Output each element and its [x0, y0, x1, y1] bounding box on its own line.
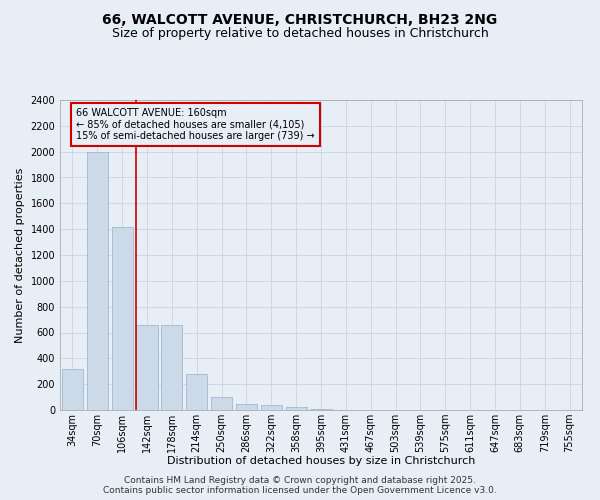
Text: 66 WALCOTT AVENUE: 160sqm
← 85% of detached houses are smaller (4,105)
15% of se: 66 WALCOTT AVENUE: 160sqm ← 85% of detac… [76, 108, 315, 141]
Bar [112, 226, 133, 410]
X-axis label: Distribution of detached houses by size in Christchurch: Distribution of detached houses by size … [167, 456, 475, 466]
Bar [161, 325, 182, 410]
Bar [136, 325, 158, 410]
Bar [62, 368, 83, 410]
Text: 66, WALCOTT AVENUE, CHRISTCHURCH, BH23 2NG: 66, WALCOTT AVENUE, CHRISTCHURCH, BH23 2… [103, 12, 497, 26]
Y-axis label: Number of detached properties: Number of detached properties [15, 168, 25, 342]
Text: Size of property relative to detached houses in Christchurch: Size of property relative to detached ho… [112, 28, 488, 40]
Bar [286, 408, 307, 410]
Bar [186, 374, 207, 410]
Bar [310, 408, 332, 410]
Bar [236, 404, 257, 410]
Bar [87, 152, 108, 410]
Bar [261, 406, 282, 410]
Text: Contains HM Land Registry data © Crown copyright and database right 2025.
Contai: Contains HM Land Registry data © Crown c… [103, 476, 497, 495]
Bar [211, 397, 232, 410]
